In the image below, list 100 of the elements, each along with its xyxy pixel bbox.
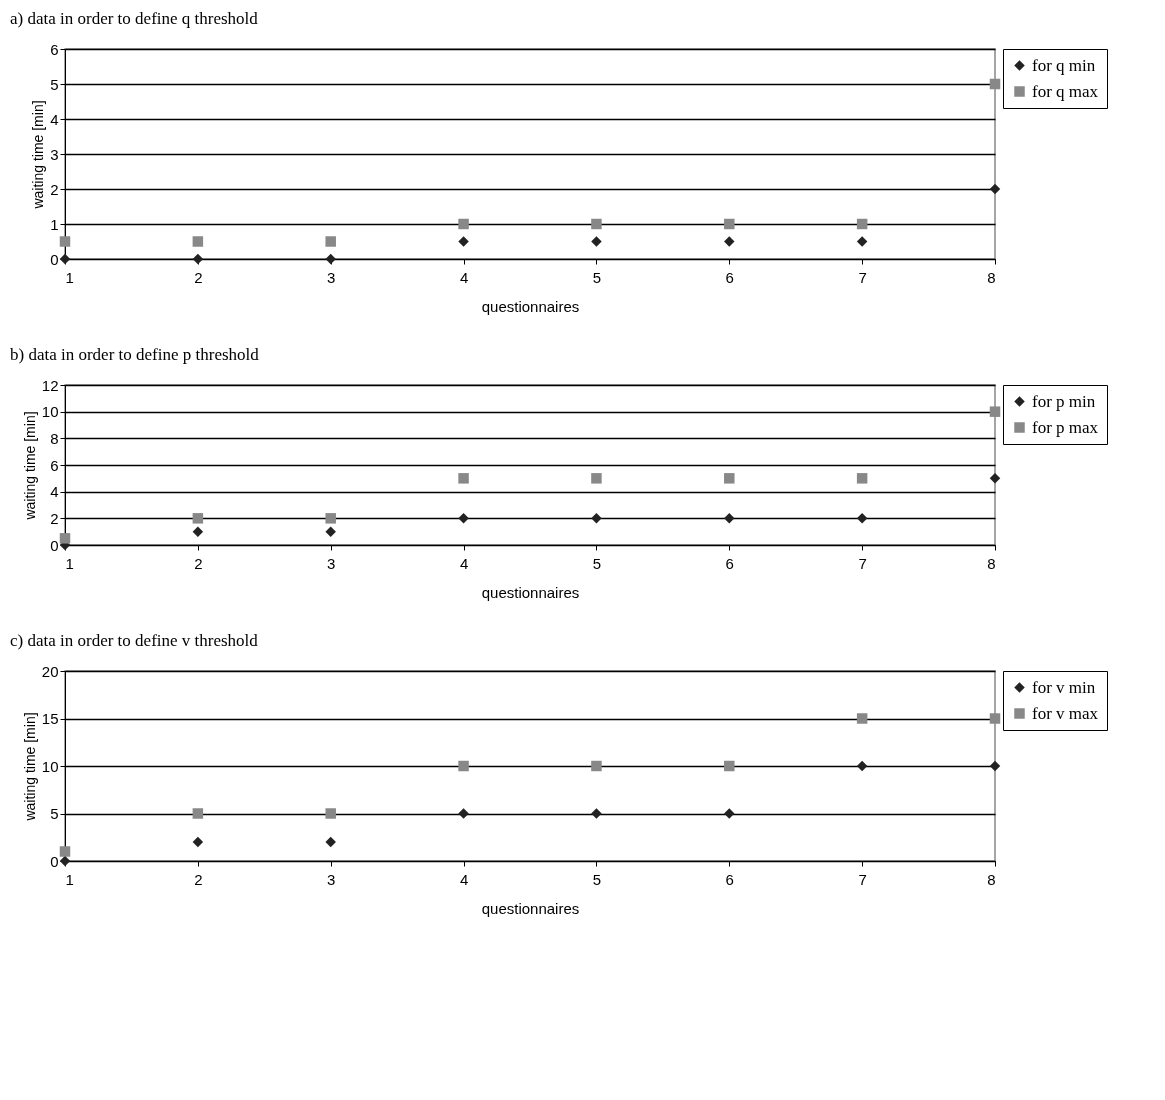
point <box>989 713 1001 724</box>
x-tick-label: 3 <box>327 554 336 572</box>
point <box>192 526 204 537</box>
y-tick-label: 2 <box>50 509 59 527</box>
point <box>59 533 71 544</box>
x-tick-label: 8 <box>987 870 996 888</box>
point <box>591 760 602 772</box>
x-tick-label: 3 <box>327 268 336 286</box>
point <box>856 513 868 524</box>
point <box>989 406 1001 417</box>
point <box>989 183 1001 195</box>
point <box>591 513 602 524</box>
x-tick-label: 6 <box>725 870 734 888</box>
chart-title: c) data in order to define v threshold <box>10 631 259 650</box>
x-tick-label: 7 <box>858 870 867 888</box>
y-tick-label: 6 <box>50 40 59 58</box>
x-tick-label: 4 <box>459 554 469 572</box>
chart-title: a) data in order to define q threshold <box>10 9 259 28</box>
point <box>59 846 71 857</box>
point <box>192 513 204 524</box>
y-tick-label: 10 <box>41 403 59 421</box>
point <box>856 713 868 724</box>
point <box>59 236 71 247</box>
x-tick-label: 7 <box>858 268 867 286</box>
point <box>724 760 735 772</box>
x-tick-label: 5 <box>592 268 602 286</box>
x-tick-label: 5 <box>592 870 602 888</box>
y-axis-title: waiting time [min] <box>21 411 38 521</box>
point <box>989 760 1001 772</box>
x-tick-label: 6 <box>725 554 734 572</box>
point <box>59 855 71 867</box>
point <box>458 218 469 230</box>
x-tick-label: 8 <box>987 554 996 572</box>
point <box>458 760 469 772</box>
point <box>458 473 469 484</box>
legend-label: for p min <box>1032 391 1096 411</box>
y-tick-label: 15 <box>41 710 59 727</box>
point <box>724 808 735 819</box>
x-tick-label: 8 <box>987 268 996 286</box>
point <box>856 760 868 772</box>
point <box>724 473 735 484</box>
y-tick-label: 20 <box>41 662 59 680</box>
point <box>724 218 735 230</box>
y-tick-label: 0 <box>50 852 59 870</box>
y-axis-title: waiting time [min] <box>30 100 47 210</box>
x-tick-label: 5 <box>592 554 602 572</box>
y-tick-label: 3 <box>50 145 59 163</box>
point <box>59 253 71 265</box>
y-tick-label: 6 <box>50 456 59 474</box>
y-tick-label: 12 <box>41 376 59 394</box>
y-tick-label: 0 <box>50 536 59 554</box>
x-tick-label: 1 <box>65 554 74 572</box>
y-tick-label: 5 <box>50 805 59 822</box>
point <box>856 218 868 230</box>
x-tick-label: 1 <box>65 268 74 286</box>
point <box>325 808 336 819</box>
x-axis-title: questionnaires <box>481 899 580 917</box>
x-tick-label: 4 <box>459 870 469 888</box>
y-tick-label: 4 <box>50 483 59 501</box>
x-tick-label: 2 <box>194 268 203 286</box>
point <box>325 836 336 848</box>
point <box>192 808 204 819</box>
legend-label: for q max <box>1032 81 1099 101</box>
point <box>856 473 868 484</box>
x-tick-label: 3 <box>327 870 336 888</box>
y-tick-label: 2 <box>50 180 59 198</box>
legend-label: for p max <box>1032 417 1099 437</box>
point <box>724 513 735 524</box>
point <box>325 236 336 247</box>
y-tick-label: 1 <box>50 215 59 233</box>
point <box>591 808 602 819</box>
y-tick-label: 4 <box>50 110 59 128</box>
x-tick-label: 1 <box>65 870 74 888</box>
point <box>325 526 336 537</box>
point <box>458 236 469 247</box>
x-tick-label: 6 <box>725 268 734 286</box>
point <box>325 253 336 265</box>
point <box>458 513 469 524</box>
y-tick-label: 8 <box>50 429 59 447</box>
point <box>591 473 602 484</box>
point <box>458 808 469 819</box>
point <box>989 78 1001 90</box>
point <box>192 836 204 848</box>
point <box>192 253 204 265</box>
x-tick-label: 7 <box>858 554 867 572</box>
legend-label: for q min <box>1032 55 1096 75</box>
x-tick-label: 4 <box>459 268 469 286</box>
point <box>856 236 868 247</box>
x-tick-label: 2 <box>194 554 203 572</box>
y-axis-title: waiting time [min] <box>21 712 38 822</box>
x-tick-label: 2 <box>194 870 203 888</box>
y-tick-label: 5 <box>50 75 59 93</box>
legend-label: for v max <box>1032 703 1099 723</box>
y-tick-label: 0 <box>50 250 59 268</box>
legend-label: for v min <box>1032 677 1096 697</box>
chart-title: b) data in order to define p threshold <box>10 345 260 364</box>
x-axis-title: questionnaires <box>481 297 580 315</box>
point <box>192 236 204 247</box>
point <box>591 218 602 230</box>
y-tick-label: 10 <box>41 757 59 775</box>
